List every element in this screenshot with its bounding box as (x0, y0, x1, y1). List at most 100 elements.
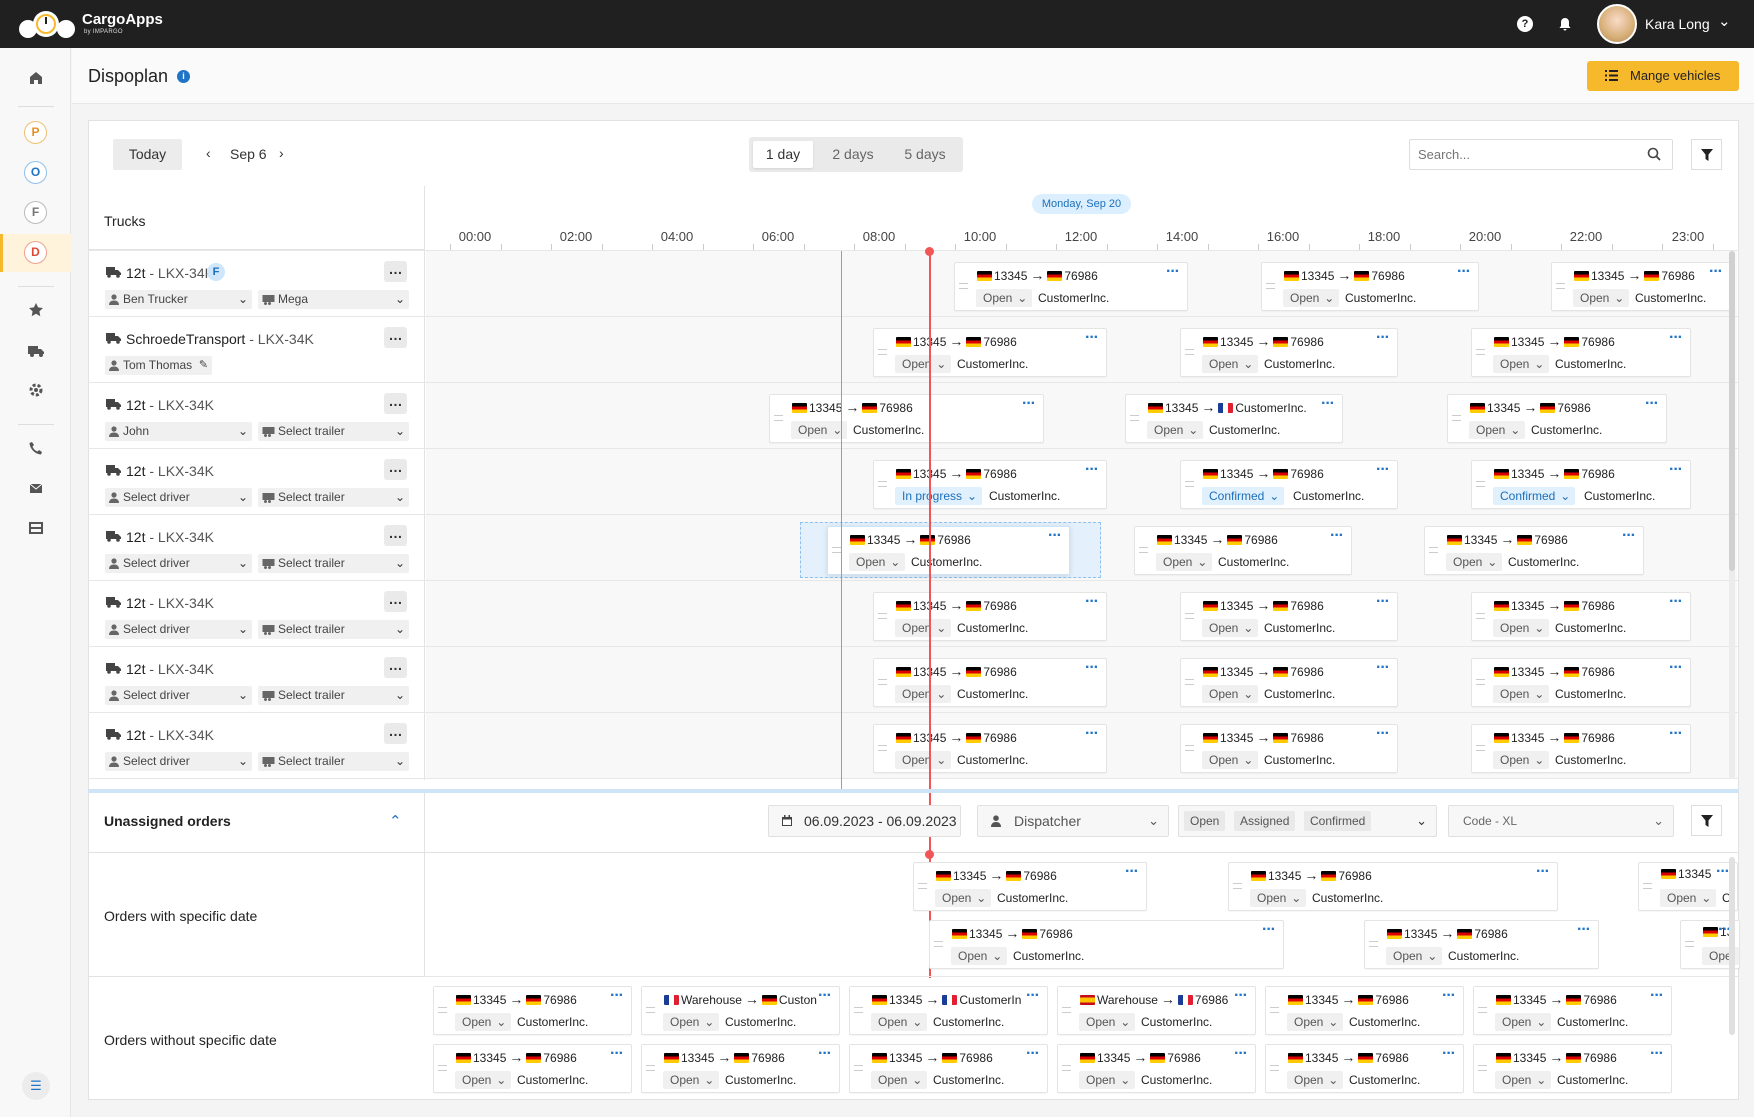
sidebar-item-p[interactable]: P (24, 121, 47, 144)
more-icon[interactable]: ··· (1125, 863, 1139, 880)
chevron-left-icon[interactable]: ‹ (206, 145, 211, 161)
drag-handle-icon[interactable] (1643, 883, 1652, 889)
more-icon[interactable]: ··· (1442, 987, 1456, 1004)
more-icon[interactable]: ··· (1026, 987, 1040, 1004)
drag-handle-icon[interactable] (1476, 349, 1485, 355)
more-icon[interactable]: ··· (1669, 593, 1683, 610)
drag-handle-icon[interactable] (646, 1065, 655, 1071)
phone-icon[interactable] (24, 436, 48, 460)
driver-select[interactable]: Ben Trucker ⌄ (105, 290, 252, 309)
order-card[interactable]: 13345→ 76986 ··· Open ⌄ CustomerInc. (1471, 328, 1691, 377)
drag-handle-icon[interactable] (1476, 613, 1485, 619)
user-name[interactable]: Kara Long (1645, 16, 1710, 32)
order-card[interactable]: 13345→ 76986 ··· Open ⌄ CustomerInc. (1447, 394, 1667, 443)
avatar[interactable] (1597, 4, 1637, 44)
more-icon[interactable]: ··· (1330, 527, 1344, 544)
driver-select[interactable]: Select driver ⌄ (105, 752, 252, 771)
unassigned-filter-button[interactable] (1691, 805, 1722, 836)
drag-handle-icon[interactable] (1062, 1065, 1071, 1071)
order-card[interactable]: 13345 → CustomerIn ··· Open ⌄ CustomerInc. (849, 986, 1048, 1035)
drag-handle-icon[interactable] (1556, 283, 1565, 289)
status-select[interactable]: Open ⌄ (1079, 1013, 1136, 1031)
code-select[interactable]: Code - XL ⌄ (1448, 805, 1674, 837)
trailer-select[interactable]: Mega ⌄ (258, 290, 409, 309)
date-range-field[interactable]: 06.09.2023 - 06.09.2023 (768, 805, 961, 837)
section-separator[interactable] (88, 789, 1739, 793)
more-icon[interactable]: ··· (1716, 863, 1730, 880)
more-icon[interactable]: ··· (1622, 527, 1636, 544)
more-icon[interactable]: ··· (1262, 921, 1276, 938)
order-card[interactable]: 13345→ 76986 ··· Open ⌄ CustomerInc. (1261, 262, 1479, 311)
more-icon[interactable]: ··· (1234, 1045, 1248, 1062)
status-select[interactable]: Confirmed ⌄ (1202, 487, 1285, 505)
status-select[interactable]: Open ⌄ (871, 1013, 928, 1031)
gear-icon[interactable] (24, 378, 48, 402)
more-icon[interactable]: ··· (1048, 527, 1062, 544)
order-card[interactable]: 13345→ 76986 ··· Open ⌄ CustomerInc. (433, 1044, 632, 1093)
status-select[interactable]: Open ⌄ (935, 889, 992, 907)
status-select[interactable]: Open ⌄ (663, 1013, 720, 1031)
status-select[interactable]: Open ⌄ (1147, 421, 1204, 439)
chevron-up-icon[interactable]: ⌃ (389, 813, 402, 830)
drag-handle-icon[interactable] (1185, 481, 1194, 487)
order-card[interactable]: Warehouse → 76986 ··· Open ⌄ CustomerInc. (1057, 986, 1256, 1035)
status-chip-open[interactable]: Open (1184, 811, 1226, 831)
trailer-select[interactable]: Select trailer ⌄ (258, 620, 409, 639)
status-chip-confirmed[interactable]: Confirmed (1304, 811, 1372, 831)
status-select[interactable]: Confirmed ⌄ (1493, 487, 1576, 505)
chevron-right-icon[interactable]: › (279, 145, 284, 161)
tab-5-days[interactable]: 5 days (904, 146, 946, 162)
more-icon[interactable]: ··· (1669, 461, 1683, 478)
order-card[interactable]: 13345→ 76986 ··· Open ⌄ CustomerInc. (827, 526, 1070, 575)
today-button[interactable]: Today (113, 139, 182, 170)
drag-handle-icon[interactable] (832, 547, 841, 553)
drag-handle-icon[interactable] (1270, 1065, 1279, 1071)
order-card[interactable]: 13345→ 76986 ··· Open ⌄ CustomerInc. (1551, 262, 1731, 311)
more-icon[interactable]: ··· (1022, 395, 1036, 412)
status-select[interactable]: Open ⌄ (1202, 685, 1259, 703)
more-icon[interactable]: ··· (1085, 461, 1099, 478)
drag-handle-icon[interactable] (878, 349, 887, 355)
pencil-icon[interactable]: ✎ (198, 359, 209, 371)
order-card[interactable]: 13345→ 76986 ··· Open ⌄ CustomerInc. (1180, 328, 1398, 377)
more-icon[interactable]: ··· (1709, 263, 1723, 280)
drag-handle-icon[interactable] (1185, 679, 1194, 685)
order-card[interactable]: 13345 → 76986 ··· Confirmed ⌄ CustomerInc. (1180, 460, 1398, 509)
status-select[interactable]: Open ⌄ (1283, 289, 1340, 307)
status-select[interactable]: Open ⌄ (1156, 553, 1213, 571)
trailer-select[interactable]: Select trailer ⌄ (258, 488, 409, 507)
more-icon[interactable]: ··· (1669, 659, 1683, 676)
more-icon[interactable]: ··· (818, 987, 832, 1004)
status-select[interactable]: In progress ⌄ (895, 487, 983, 505)
order-card[interactable]: 13345→ 76986 ··· Open ⌄ CustomerInc. (1180, 724, 1398, 773)
sidebar-item-f[interactable]: F (24, 201, 47, 224)
more-icon[interactable]: ··· (610, 987, 624, 1004)
status-select[interactable]: Open ⌄ (1287, 1071, 1344, 1089)
more-icon[interactable]: ··· (818, 1045, 832, 1062)
status-select[interactable]: Open ⌄ (1386, 947, 1443, 965)
drag-handle-icon[interactable] (1233, 883, 1242, 889)
more-icon[interactable]: ··· (1718, 921, 1732, 938)
drag-handle-icon[interactable] (1476, 745, 1485, 751)
driver-select[interactable]: John ⌄ (105, 422, 252, 441)
more-icon[interactable]: ··· (1650, 987, 1664, 1004)
more-icon[interactable]: ··· (1085, 329, 1099, 346)
driver-select[interactable]: Select driver ⌄ (105, 554, 252, 573)
truck-more-button[interactable]: … (384, 723, 407, 744)
truck-more-button[interactable]: … (384, 261, 407, 282)
order-card[interactable]: 13345→ 76986 ··· Open ⌄ CustomerInc. (913, 862, 1147, 911)
more-icon[interactable]: ··· (1376, 593, 1390, 610)
drag-handle-icon[interactable] (438, 1065, 447, 1071)
order-card[interactable]: 13345→ 76986 ··· Open ⌄ CustomerInc. (1180, 592, 1398, 641)
info-icon[interactable]: i (177, 70, 190, 83)
search-input[interactable] (1409, 139, 1673, 170)
order-card[interactable]: 13345→ 76986 ··· Open ⌄ CustomerInc. (1471, 592, 1691, 641)
order-card[interactable]: 13345→ 76986 ··· Open ⌄ CustomerInc. (1471, 724, 1691, 773)
drag-handle-icon[interactable] (1185, 613, 1194, 619)
truck-icon[interactable] (24, 338, 48, 362)
sidebar-item-d[interactable]: D (24, 241, 47, 264)
status-select[interactable]: Open ⌄ (1493, 619, 1550, 637)
drag-handle-icon[interactable] (1062, 1007, 1071, 1013)
trailer-select[interactable]: Select trailer ⌄ (258, 686, 409, 705)
drag-handle-icon[interactable] (1685, 941, 1694, 947)
